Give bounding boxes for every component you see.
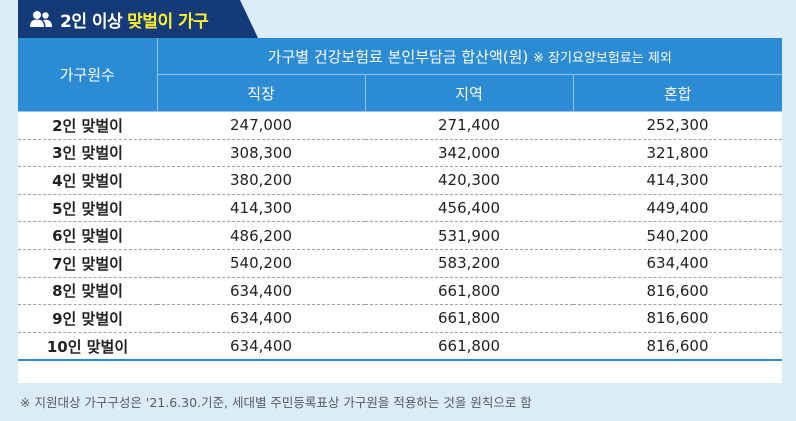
cell-regional: 661,800 [365,332,573,362]
table-row: 4인 맞벌이 380,200 420,300 414,300 [18,166,782,195]
row-label: 7인 맞벌이 [18,249,157,278]
cell-workplace: 380,200 [157,166,365,195]
row-label: 9인 맞벌이 [18,304,157,333]
cell-mixed: 816,600 [573,304,782,333]
cell-workplace: 414,300 [157,194,365,223]
footnote: ※ 지원대상 가구구성은 '21.6.30.기준, 세대별 주민등록표상 가구원… [20,395,532,410]
cell-workplace: 634,400 [157,332,365,362]
cell-workplace: 308,300 [157,139,365,168]
table-row: 2인 맞벌이 247,000 271,400 252,300 [18,111,782,140]
cell-mixed: 634,400 [573,249,782,278]
row-header: 가구원수 [18,38,158,112]
cell-regional: 420,300 [365,166,573,195]
row-label: 4인 맞벌이 [18,166,157,195]
title-highlight: 맞벌이 가구 [127,11,209,32]
cell-mixed: 540,200 [573,221,782,250]
title-text: 2인 이상 [60,11,123,32]
table-row: 9인 맞벌이 634,400 661,800 816,600 [18,304,782,333]
cell-mixed: 816,600 [573,277,782,306]
cell-regional: 271,400 [365,111,573,140]
cell-mixed: 252,300 [573,111,782,140]
column-header-workplace: 직장 [157,74,366,112]
table-row: 10인 맞벌이 634,400 661,800 816,600 [18,332,782,362]
cell-regional: 342,000 [365,139,573,168]
people-icon [30,10,52,28]
row-label: 8인 맞벌이 [18,277,157,306]
row-label: 10인 맞벌이 [18,332,157,362]
cell-regional: 583,200 [365,249,573,278]
group-header-note: ※ 장기요양보험료는 제외 [533,50,672,66]
table-row: 3인 맞벌이 308,300 342,000 321,800 [18,139,782,168]
cell-mixed: 414,300 [573,166,782,195]
cell-workplace: 540,200 [157,249,365,278]
premium-table: 가구원수 가구별 건강보험료 본인부담금 합산액(원) ※ 장기요양보험료는 제… [18,38,782,362]
cell-regional: 456,400 [365,194,573,223]
row-label: 2인 맞벌이 [18,111,157,140]
cell-regional: 661,800 [365,277,573,306]
row-label: 6인 맞벌이 [18,221,157,250]
cell-workplace: 634,400 [157,277,365,306]
cell-regional: 531,900 [365,221,573,250]
row-label: 3인 맞벌이 [18,139,157,168]
table-row: 8인 맞벌이 634,400 661,800 816,600 [18,277,782,306]
table-row: 7인 맞벌이 540,200 583,200 634,400 [18,249,782,278]
cell-mixed: 816,600 [573,332,782,362]
row-label: 5인 맞벌이 [18,194,157,223]
table-row: 6인 맞벌이 486,200 531,900 540,200 [18,221,782,250]
group-header-title: 가구별 건강보험료 본인부담금 합산액(원) [267,47,529,66]
cell-mixed: 449,400 [573,194,782,223]
column-header-mixed: 혼합 [573,74,782,112]
cell-workplace: 634,400 [157,304,365,333]
cell-regional: 661,800 [365,304,573,333]
group-header: 가구별 건강보험료 본인부담금 합산액(원) ※ 장기요양보험료는 제외 [157,38,782,75]
title-banner: 2인 이상 맞벌이 가구 [18,0,258,38]
cell-workplace: 247,000 [157,111,365,140]
column-header-regional: 지역 [365,74,574,112]
cell-mixed: 321,800 [573,139,782,168]
cell-workplace: 486,200 [157,221,365,250]
table-row: 5인 맞벌이 414,300 456,400 449,400 [18,194,782,223]
